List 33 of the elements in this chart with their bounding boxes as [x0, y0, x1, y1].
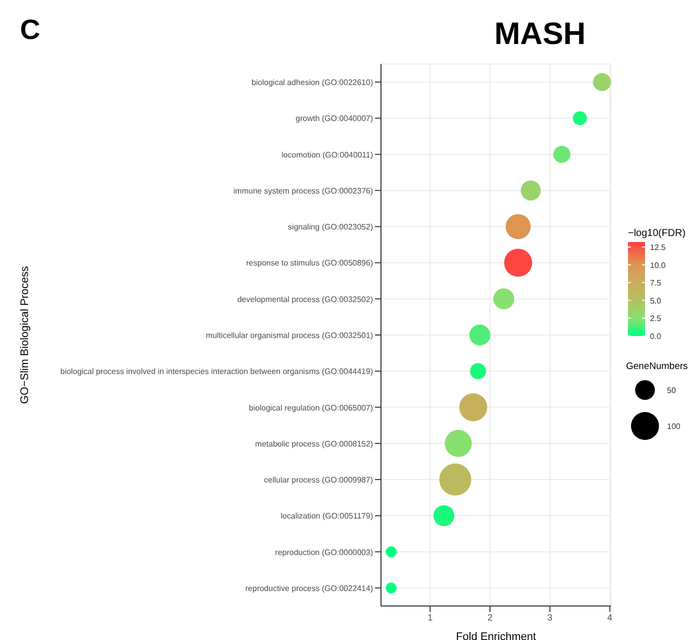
x-tick-label: 2: [488, 612, 493, 622]
x-tick-label: 3: [547, 612, 552, 622]
y-tick-label: multicellular organismal process (GO:0032501): [206, 331, 374, 340]
color-bar-label: 0.0: [650, 332, 662, 341]
color-bar-label: 2.5: [650, 314, 662, 324]
y-tick-label: locomotion (GO:0040011): [282, 150, 374, 160]
y-tick-label: cellular process (GO:0009987): [264, 476, 374, 485]
color-bar-label: 7.5: [650, 278, 662, 288]
y-tick-label: biological adhesion (GO:0022610): [252, 78, 374, 88]
color-bar-label: 12.5: [650, 242, 666, 252]
x-tick-label: 4: [607, 612, 612, 622]
y-tick-label: localization (GO:0051179): [280, 512, 374, 521]
y-tick-label: reproduction (GO:0000003): [275, 548, 374, 557]
y-tick-label: reproductive process (GO:0022414): [245, 584, 374, 593]
y-tick-label: biological regulation (GO:0065007): [248, 403, 374, 412]
y-tick-label: response to stimulus (GO:0050896): [246, 258, 374, 268]
x-axis-title: Fold Enrichment: [456, 631, 536, 640]
y-tick-label: signaling (GO:0023052): [288, 222, 374, 232]
legend-title: GeneNumbers: [626, 361, 688, 372]
y-tick-label: developmental process (GO:0032502): [237, 294, 374, 304]
legend-label: 100: [667, 422, 681, 431]
y-tick-label: metabolic process (GO:0008152): [255, 439, 374, 448]
y-axis-title: GO−Slim Biological Process: [18, 266, 31, 404]
text: C: [20, 14, 40, 46]
x-tick-label: 1: [428, 612, 433, 622]
legend-label: 50: [667, 386, 676, 395]
y-tick-label: biological process involved in interspecies interaction between organisms (GO:0044419): [60, 367, 374, 376]
color-bar-label: 5.0: [650, 296, 662, 306]
y-tick-label: growth (GO:0040007): [296, 114, 374, 124]
y-tick-label: immune system process (GO:0002376): [233, 186, 374, 196]
color-bar-title: −log10(FDR): [628, 228, 686, 239]
chart-title: MASH: [493, 16, 587, 52]
color-bar-label: 10.0: [650, 260, 666, 270]
